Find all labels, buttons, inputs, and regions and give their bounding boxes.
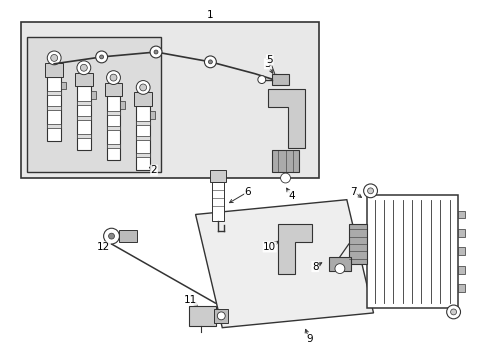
Bar [457,211,465,219]
Circle shape [204,56,216,68]
Bar [136,106,150,170]
Circle shape [103,228,119,244]
Bar [106,144,120,148]
Bar [106,126,120,130]
Circle shape [257,76,265,84]
Circle shape [110,74,117,81]
Text: 2: 2 [150,165,157,175]
Bar [47,124,61,128]
Circle shape [150,46,162,58]
Bar [77,86,91,150]
Bar [91,91,96,99]
Circle shape [450,309,456,315]
Bar [328,257,350,271]
Bar [77,101,91,105]
Bar [212,182,224,221]
Text: 3: 3 [264,59,270,69]
Circle shape [51,54,58,61]
Bar [188,306,216,326]
Bar [45,63,63,77]
Circle shape [80,64,87,71]
Bar [26,37,161,172]
Circle shape [208,60,212,64]
Circle shape [363,184,377,198]
Bar [75,73,93,86]
Text: 9: 9 [305,334,312,345]
Bar [47,77,61,141]
Text: 11: 11 [183,295,197,305]
Bar [457,229,465,237]
Polygon shape [267,89,305,148]
Bar [47,106,61,110]
Bar [271,74,289,85]
Circle shape [100,55,103,59]
Circle shape [140,84,146,91]
Bar [136,121,150,125]
Bar [119,230,137,242]
Circle shape [136,81,150,94]
Bar [136,153,150,157]
Circle shape [108,233,114,239]
Bar [20,22,319,178]
Bar [214,309,228,323]
Circle shape [47,51,61,65]
Bar [77,134,91,138]
Bar [106,111,120,115]
Circle shape [334,264,344,274]
Circle shape [217,312,225,320]
Text: 12: 12 [97,242,110,252]
Bar [106,96,120,160]
Bar [457,284,465,292]
Text: 7: 7 [350,187,356,197]
Circle shape [446,305,460,319]
Text: 5: 5 [266,55,272,65]
Circle shape [367,188,373,194]
Bar [104,82,122,96]
Bar [77,116,91,120]
Polygon shape [195,200,373,328]
Circle shape [154,50,158,54]
Bar [271,150,299,172]
Polygon shape [277,224,311,274]
Bar [366,195,457,308]
Text: 8: 8 [311,262,318,272]
Bar [457,247,465,255]
Text: 10: 10 [263,242,276,252]
Bar [136,136,150,140]
Bar [457,266,465,274]
Bar [61,82,66,89]
Text: 4: 4 [287,191,294,201]
Bar [150,111,155,119]
Circle shape [77,61,91,75]
Text: 1: 1 [206,10,213,19]
Bar [120,101,125,109]
Circle shape [106,71,120,85]
Bar [134,93,152,106]
Bar [210,170,226,182]
Circle shape [280,173,290,183]
Circle shape [96,51,107,63]
Bar [47,91,61,95]
Text: 6: 6 [244,187,251,197]
Bar [348,224,366,264]
